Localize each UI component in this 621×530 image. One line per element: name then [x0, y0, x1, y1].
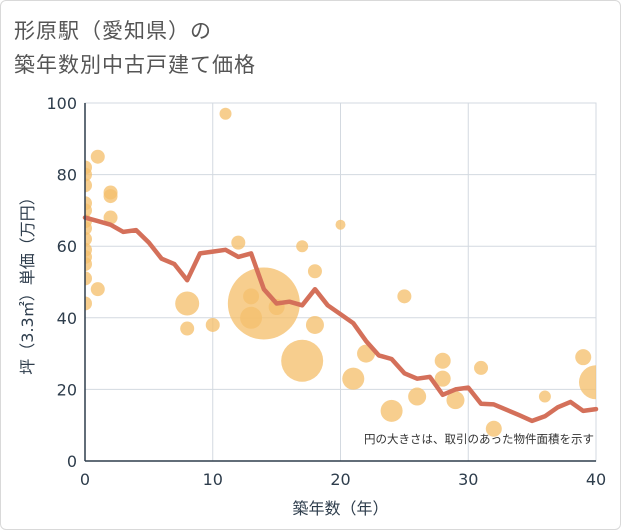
x-tick-label: 30	[458, 470, 478, 489]
bubble-point	[397, 289, 412, 304]
bubble-point	[231, 235, 246, 250]
bubble-point	[434, 352, 451, 369]
chart-title-line-2: 築年数別中古戸建て価格	[14, 53, 256, 77]
bubble-point	[85, 167, 92, 182]
bubble-point	[538, 390, 551, 403]
bubble-point	[85, 296, 92, 311]
bubble-point	[485, 420, 502, 437]
bubble-point	[474, 360, 489, 375]
bubble-point	[90, 282, 105, 297]
bubble-point	[90, 149, 105, 164]
x-axis-label: 築年数（年）	[292, 499, 388, 518]
y-tick-label: 0	[67, 452, 77, 471]
y-tick-label: 60	[57, 237, 77, 256]
bubble-point	[103, 189, 118, 204]
bubbles	[85, 107, 596, 437]
tick-labels: 0 10 20 30 40 0 20 40 60 80 100	[46, 94, 606, 489]
bubble-point	[227, 267, 300, 340]
y-tick-label: 40	[57, 309, 77, 328]
x-tick-label: 0	[80, 470, 90, 489]
bubble-point	[408, 387, 427, 406]
trend-line	[82, 215, 599, 424]
bubble-point	[180, 321, 195, 336]
bubble-point	[85, 232, 92, 247]
bubble-point	[305, 315, 324, 334]
axes	[84, 103, 596, 462]
chart-title: 形原駅（愛知県）の 築年数別中古戸建て価格	[14, 14, 256, 82]
y-tick-label: 80	[57, 166, 77, 185]
bubble-point	[446, 391, 465, 410]
x-tick-label: 20	[330, 470, 350, 489]
bubble-point	[85, 203, 92, 218]
bubble-point	[85, 257, 92, 272]
bubble-point	[175, 291, 200, 316]
bubble-point	[434, 370, 451, 387]
bubble-point	[380, 399, 403, 422]
bubble-point	[342, 367, 365, 390]
bubble-point	[575, 349, 592, 366]
bubble-point	[219, 107, 232, 120]
x-tick-label: 10	[203, 470, 223, 489]
bubble-point	[307, 264, 322, 279]
x-tick-label: 40	[586, 470, 606, 489]
bubble-point	[85, 271, 92, 286]
bubble-point	[335, 219, 346, 230]
bubble-point	[103, 210, 118, 225]
bubble-point	[205, 317, 220, 332]
bubble-point	[281, 339, 324, 382]
grid	[84, 102, 597, 462]
y-tick-label: 20	[57, 380, 77, 399]
bubble-point	[85, 221, 92, 236]
bubble-point	[579, 365, 596, 400]
chart-title-line-1: 形原駅（愛知県）の	[14, 19, 212, 43]
bubble-point	[85, 178, 92, 193]
y-tick-label: 100	[46, 94, 77, 113]
bubble-size-note: 円の大きさは、取引のあった物件面積を示す	[364, 432, 594, 446]
bubble-point	[296, 240, 309, 253]
trend-line-layer	[82, 215, 599, 424]
y-axis-label: 坪（3.3㎡）単価（万円）	[18, 189, 37, 374]
